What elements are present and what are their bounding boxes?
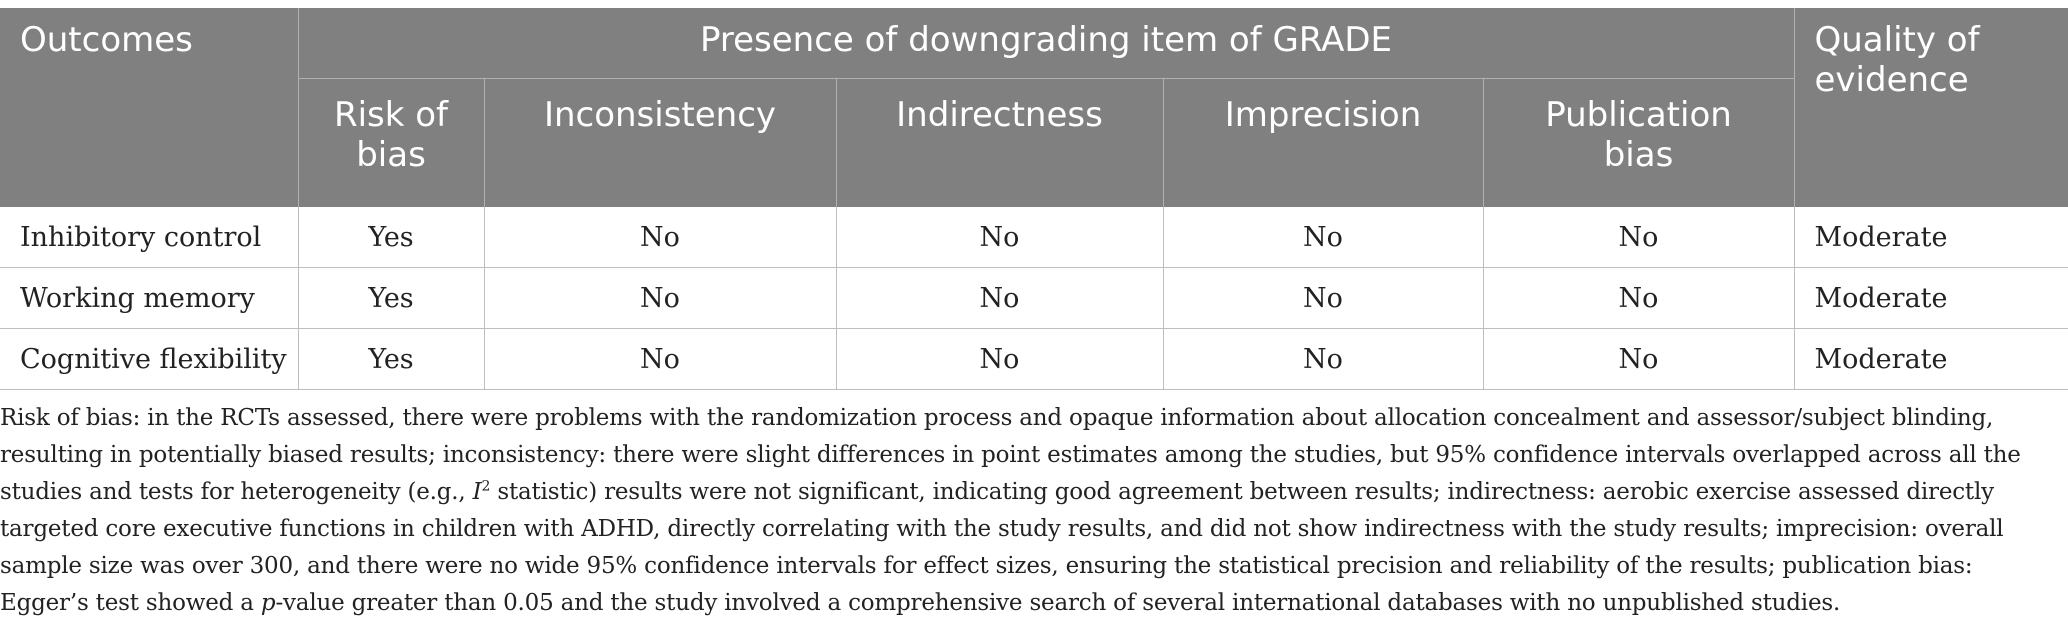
cell-quality: Moderate — [1793, 267, 2068, 329]
header-risk-of-bias: Risk of bias — [297, 78, 484, 207]
cell-outcome: Inhibitory control — [0, 207, 298, 268]
cell-quality: Moderate — [1793, 328, 2068, 390]
cell-risk-of-bias: Yes — [297, 328, 484, 390]
footnote-text-part2: statistic) results were not significant,… — [0, 479, 2004, 616]
header-risk-line1: Risk of — [333, 95, 449, 135]
header-quality-line2: evidence — [1814, 60, 1969, 100]
cell-inconsistency: No — [483, 267, 836, 329]
cell-publication-bias: No — [1482, 267, 1794, 329]
cell-risk-of-bias: Yes — [297, 267, 484, 329]
header-outcomes: Outcomes — [0, 8, 298, 207]
cell-quality: Moderate — [1793, 207, 2068, 268]
grade-table: Outcomes Presence of downgrading item of… — [0, 8, 2068, 390]
footnote-text-part1: Risk of bias: in the RCTs assessed, ther… — [0, 405, 2021, 505]
header-indirectness-label: Indirectness — [896, 95, 1103, 135]
header-publication-line2: bias — [1603, 135, 1674, 175]
grade-table-container: Outcomes Presence of downgrading item of… — [0, 8, 2068, 622]
cell-imprecision: No — [1162, 267, 1483, 329]
header-publication-line1: Publication — [1545, 95, 1732, 135]
table-footnote: Risk of bias: in the RCTs assessed, ther… — [0, 400, 2068, 622]
header-inconsistency-label: Inconsistency — [543, 95, 777, 135]
header-quality-line1: Quality of — [1814, 20, 1980, 60]
header-imprecision: Imprecision — [1162, 78, 1483, 207]
header-publication-bias: Publication bias — [1482, 78, 1794, 207]
cell-outcome: Cognitive flexibility — [0, 328, 298, 390]
footnote-superscript: 2 — [481, 478, 491, 495]
footnote-text-part3: -value greater than 0.05 and the study i… — [275, 590, 1841, 616]
cell-imprecision: No — [1162, 328, 1483, 390]
cell-inconsistency: No — [483, 328, 836, 390]
cell-indirectness: No — [835, 207, 1163, 268]
header-risk-line2: bias — [356, 135, 426, 175]
footnote-i-symbol: I — [472, 479, 482, 505]
header-imprecision-label: Imprecision — [1224, 95, 1422, 135]
cell-indirectness: No — [835, 328, 1163, 390]
header-inconsistency: Inconsistency — [483, 78, 836, 207]
header-indirectness: Indirectness — [835, 78, 1163, 207]
footnote-p-symbol: p — [260, 590, 276, 616]
cell-outcome: Working memory — [0, 267, 298, 329]
cell-publication-bias: No — [1482, 328, 1794, 390]
cell-indirectness: No — [835, 267, 1163, 329]
table-row: Inhibitory control Yes No No No No Moder… — [0, 207, 2068, 268]
header-downgrading-group: Presence of downgrading item of GRADE — [297, 8, 1794, 79]
cell-risk-of-bias: Yes — [297, 207, 484, 268]
cell-imprecision: No — [1162, 207, 1483, 268]
cell-inconsistency: No — [483, 207, 836, 268]
cell-publication-bias: No — [1482, 207, 1794, 268]
table-row: Working memory Yes No No No No Moderate — [0, 267, 2068, 329]
header-quality-of-evidence: Quality of evidence — [1793, 8, 2068, 207]
table-row: Cognitive flexibility Yes No No No No Mo… — [0, 328, 2068, 390]
